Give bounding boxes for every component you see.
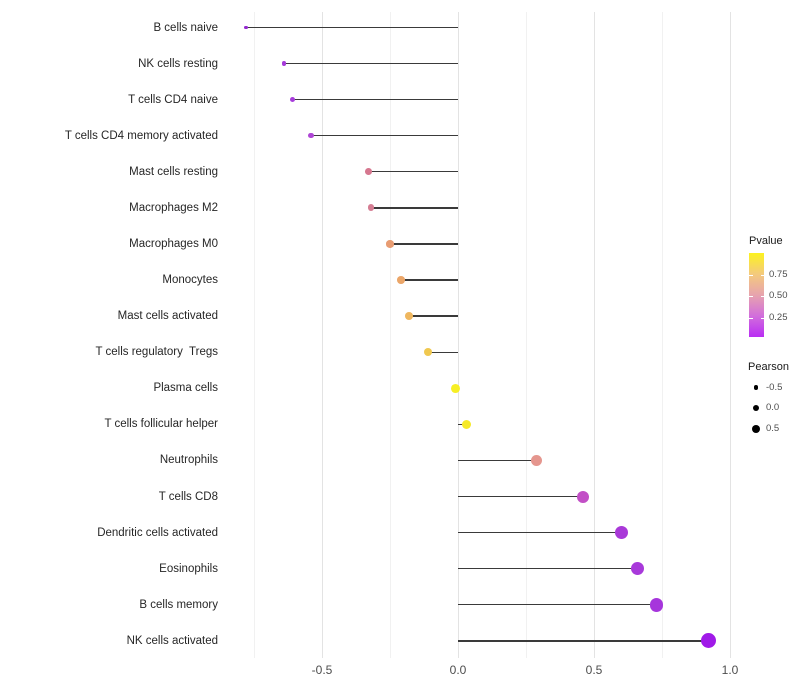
category-label: Eosinophils (159, 562, 218, 575)
pvalue-colorbar (749, 253, 764, 337)
lollipop-segment (370, 207, 458, 209)
lollipop-dot (405, 312, 413, 321)
category-label: Macrophages M0 (129, 237, 218, 250)
major-gridline (457, 12, 459, 658)
minor-gridline (661, 12, 663, 658)
colorbar-tick-label: 0.75 (769, 269, 788, 280)
category-label: Mast cells resting (129, 165, 218, 178)
major-gridline (321, 12, 323, 658)
x-tick-label: -0.5 (311, 663, 333, 677)
lollipop-dot (367, 204, 375, 212)
category-label: Mast cells activated (117, 310, 218, 323)
category-label: Macrophages M2 (129, 201, 218, 214)
pvalue-legend-title: Pvalue (749, 235, 783, 247)
colorbar-tick-label: 0.50 (769, 290, 788, 301)
lollipop-dot (386, 240, 394, 248)
lollipop-segment (400, 279, 458, 281)
lollipop-segment (283, 62, 458, 65)
lollipop-segment (292, 99, 458, 101)
lollipop-dot (614, 526, 628, 540)
category-label: Dendritic cells activated (97, 526, 218, 539)
colorbar-tick-mark-left (749, 275, 753, 276)
lollipop-dot (308, 133, 314, 139)
lollipop-segment (409, 315, 458, 317)
lollipop-dot (243, 25, 248, 30)
x-tick-label: 0.5 (585, 663, 603, 677)
lollipop-dot (461, 419, 471, 429)
lollipop-dot (630, 562, 645, 576)
colorbar-tick-mark-left (749, 296, 753, 297)
x-tick-label: 1.0 (721, 663, 739, 677)
category-label: B cells naive (153, 21, 218, 34)
lollipop-dot (281, 61, 287, 66)
major-gridline (729, 12, 731, 658)
lollipop-dot (531, 455, 543, 466)
colorbar-tick-mark-right (760, 275, 764, 276)
minor-gridline (525, 12, 527, 658)
pearson-legend-label: -0.5 (766, 381, 783, 393)
category-label: T cells follicular helper (104, 418, 218, 431)
lollipop-dot (450, 383, 460, 393)
category-label: T cells CD8 (158, 490, 218, 503)
pearson-legend-label: 0.0 (766, 402, 780, 414)
category-label: NK cells resting (138, 57, 218, 70)
pearson-legend-title: Pearson (748, 361, 789, 373)
lollipop-dot (364, 168, 372, 176)
colorbar-tick-mark-left (749, 317, 753, 319)
lollipop-segment (458, 459, 537, 462)
category-label: T cells regulatory Tregs (95, 346, 218, 359)
lollipop-segment (458, 568, 638, 570)
lollipop-dot (289, 97, 295, 103)
colorbar-tick-mark-right (760, 296, 764, 297)
minor-gridline (253, 12, 255, 658)
pearson-legend-label: 0.5 (766, 423, 780, 435)
lollipop-dot (397, 276, 405, 284)
pearson-legend-dot (751, 425, 760, 434)
lollipop-dot (577, 490, 590, 503)
category-label: NK cells activated (126, 634, 218, 647)
pearson-legend-dot (753, 385, 759, 390)
lollipop-dot (700, 633, 716, 649)
minor-gridline (389, 12, 391, 658)
colorbar-tick-mark-right (760, 317, 764, 319)
lollipop-segment (311, 135, 458, 137)
lollipop-segment (458, 640, 709, 642)
category-label: B cells memory (139, 598, 218, 611)
pearson-legend-dot (752, 405, 759, 412)
category-label: Neutrophils (159, 454, 218, 467)
lollipop-dot (423, 348, 433, 357)
lollipop-segment (458, 604, 657, 606)
x-tick-label: 0.0 (449, 663, 467, 677)
lollipop-segment (245, 26, 458, 29)
lollipop-segment (390, 243, 458, 245)
major-gridline (593, 12, 595, 658)
colorbar-tick-label: 0.25 (769, 311, 788, 323)
category-label: T cells CD4 memory activated (64, 129, 218, 142)
lollipop-segment (368, 171, 458, 173)
lollipop-segment (458, 495, 584, 498)
lollipop-segment (428, 351, 458, 353)
lollipop-dot (649, 597, 664, 612)
category-label: Monocytes (162, 274, 218, 287)
category-label: T cells CD4 naive (128, 93, 218, 106)
lollipop-segment (458, 531, 622, 534)
category-label: Plasma cells (153, 382, 218, 395)
